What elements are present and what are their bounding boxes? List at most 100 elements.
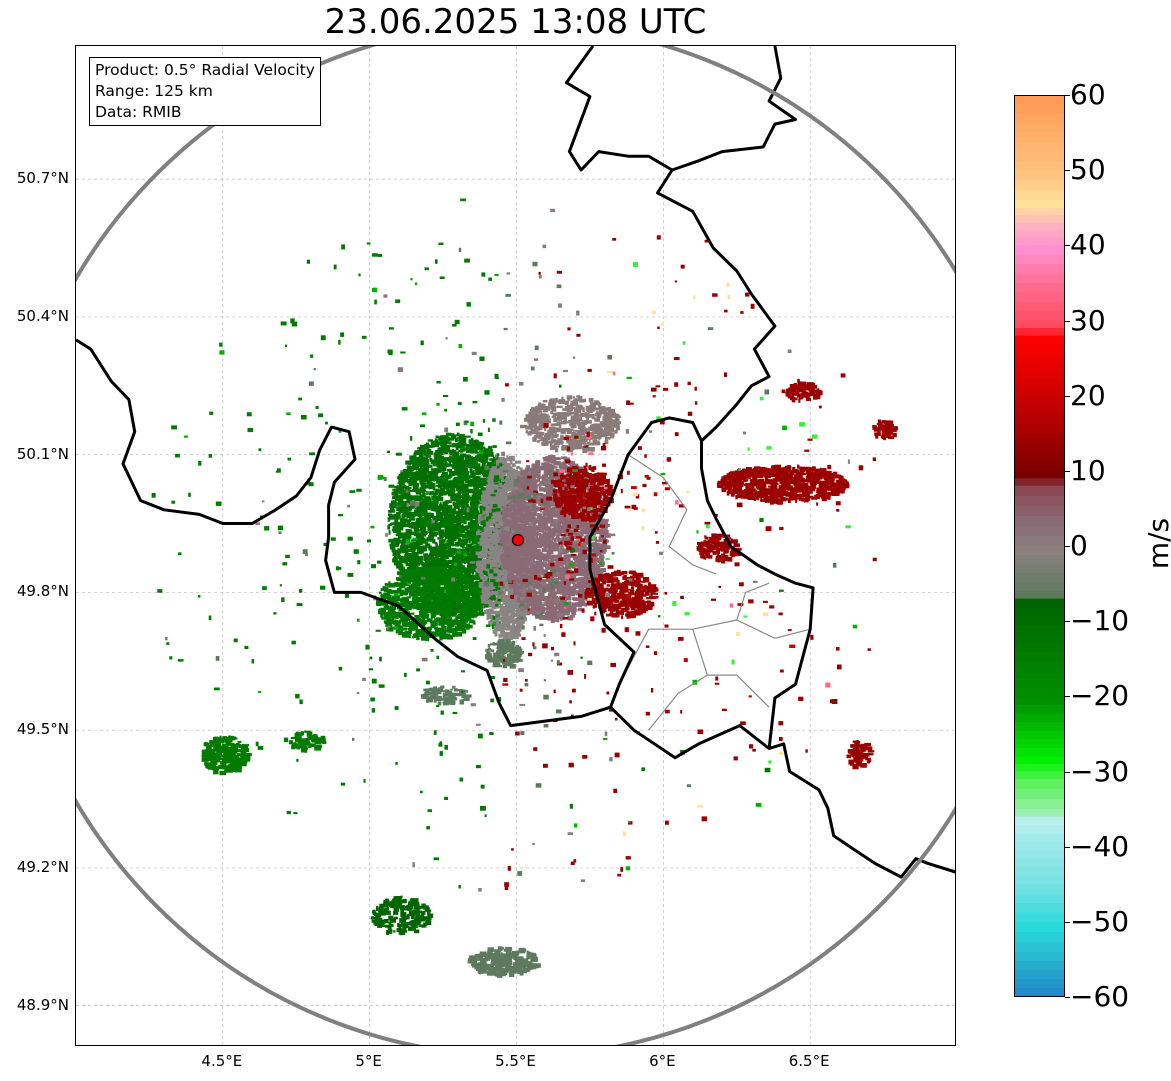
echo-pixel [450, 563, 457, 568]
echo-pixel [420, 555, 424, 560]
echo-pixel [468, 569, 474, 573]
echo-pixel [421, 637, 426, 641]
echo-pixel [485, 576, 488, 581]
echo-pixel [480, 551, 487, 557]
echo-pixel [407, 487, 410, 492]
echo-pixel [496, 594, 502, 597]
echo-pixel [448, 564, 454, 568]
echo-pixel [458, 456, 464, 461]
echo-pixel [481, 503, 485, 506]
echo-pixel [398, 619, 402, 625]
echo-pixel [438, 598, 442, 602]
echo-pixel [438, 530, 442, 533]
echo-pixel [464, 531, 471, 537]
echo-pixel [471, 496, 475, 498]
echo-pixel [451, 569, 456, 575]
echo-pixel [450, 523, 455, 528]
echo-pixel [438, 553, 442, 558]
echo-pixel [407, 471, 413, 476]
echo-pixel [380, 613, 384, 618]
echo-pixel [480, 487, 485, 491]
echo-pixel [501, 479, 508, 482]
echo-pixel [410, 474, 415, 479]
echo-pixel [458, 580, 462, 585]
echo-pixel [424, 502, 430, 506]
echo-pixel [461, 437, 467, 441]
echo-pixel [474, 509, 479, 514]
echo-pixel [398, 629, 403, 634]
echo-pixel [493, 470, 500, 476]
echo-pixel [495, 564, 501, 568]
echo-pixel [510, 633, 516, 638]
echo-pixel [430, 538, 433, 542]
echo-pixel [466, 582, 470, 588]
echo-pixel [514, 596, 520, 602]
radar-map[interactable] [75, 45, 956, 1046]
echo-pixel [481, 450, 488, 453]
echo-pixel [419, 613, 424, 616]
echo-pixel [449, 485, 456, 489]
echo-pixel [430, 575, 434, 579]
echo-pixel [513, 614, 520, 617]
echo-pixel [456, 603, 459, 607]
echo-pixel [467, 482, 473, 487]
echo-pixel [447, 573, 453, 576]
echo-pixel [406, 556, 411, 561]
echo-pixel [469, 624, 473, 629]
echo-pixel [476, 499, 479, 503]
echo-pixel [383, 606, 388, 610]
echo-pixel [412, 463, 415, 468]
echo-pixel [508, 536, 513, 541]
echo-pixel [399, 534, 405, 539]
echo-pixel [426, 519, 433, 524]
echo-pixel [387, 525, 391, 530]
echo-pixel [437, 569, 442, 573]
echo-pixel [404, 486, 408, 492]
echo-pixel [516, 466, 520, 470]
echo-pixel [465, 454, 471, 459]
echo-pixel [411, 554, 414, 558]
echo-pixel [388, 514, 392, 519]
echo-pixel [473, 497, 476, 501]
echo-pixel [429, 586, 433, 589]
echo-pixel [410, 562, 416, 568]
echo-pixel [497, 518, 500, 522]
echo-pixel [490, 516, 493, 520]
echo-pixel [451, 586, 459, 592]
echo-pixel [449, 469, 453, 472]
echo-pixel [406, 596, 411, 599]
echo-pixel [409, 592, 416, 597]
echo-pixel [428, 561, 434, 566]
echo-pixel [405, 529, 411, 532]
echo-pixel [379, 591, 382, 594]
echo-pixel [467, 500, 470, 504]
echo-pixel [482, 523, 488, 529]
echo-pixel [468, 530, 472, 536]
echo-pixel [449, 455, 452, 460]
echo-pixel [441, 481, 448, 484]
echo-pixel [413, 579, 417, 583]
echo-pixel [481, 490, 486, 494]
echo-pixel [457, 509, 465, 514]
echo-pixel [494, 558, 500, 563]
echo-pixel [417, 514, 422, 517]
echo-pixel [426, 606, 430, 609]
echo-pixel [509, 460, 513, 465]
echo-pixel [461, 507, 465, 513]
echo-pixel [403, 607, 409, 612]
echo-pixel [427, 506, 434, 510]
echo-pixel [400, 564, 404, 568]
echo-pixel [432, 518, 438, 524]
echo-pixel [452, 466, 457, 469]
echo-pixel [485, 498, 493, 501]
echo-pixel [410, 556, 414, 559]
echo-pixel [486, 464, 492, 469]
echo-pixel [498, 503, 505, 507]
echo-pixel [514, 474, 520, 478]
echo-pixel [489, 483, 494, 488]
echo-pixel [485, 570, 491, 574]
echo-pixel [464, 570, 471, 575]
echo-pixel [461, 618, 466, 622]
echo-pixel [430, 440, 436, 446]
echo-pixel [465, 478, 469, 484]
